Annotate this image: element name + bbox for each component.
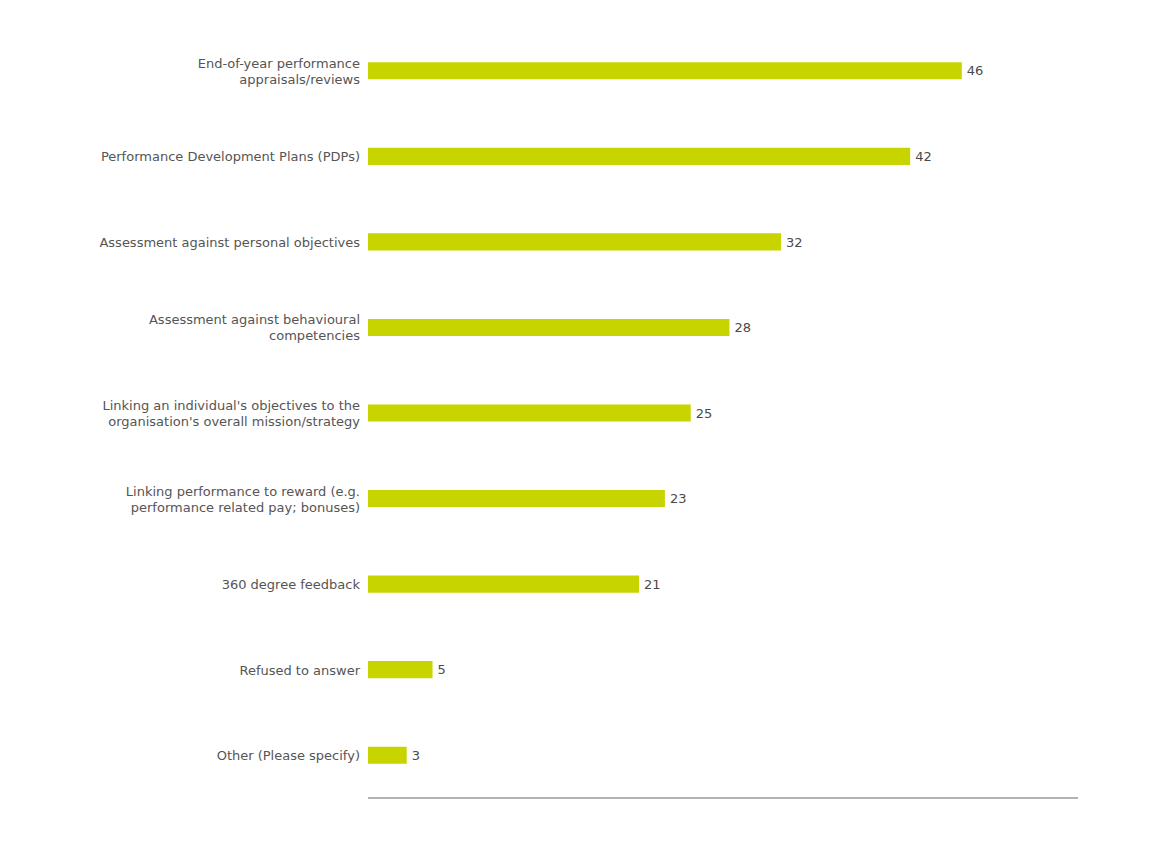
svg-text:42: 42 [915, 149, 932, 164]
svg-text:Assessment against behavioural: Assessment against behaviouralcompetenci… [149, 312, 360, 343]
svg-text:5: 5 [438, 662, 446, 677]
svg-text:3: 3 [412, 748, 420, 763]
svg-text:Linking an individual's object: Linking an individual's objectives to th… [102, 398, 360, 429]
svg-text:Assessment against personal ob: Assessment against personal objectives [99, 234, 360, 249]
svg-text:360 degree feedback: 360 degree feedback [222, 577, 361, 592]
svg-text:25: 25 [696, 406, 713, 421]
svg-text:32: 32 [786, 235, 803, 250]
svg-text:End-of-year performanceapprais: End-of-year performanceappraisals/review… [198, 55, 361, 86]
svg-text:21: 21 [644, 577, 661, 592]
svg-text:28: 28 [734, 320, 751, 335]
svg-text:Refused to answer: Refused to answer [239, 662, 360, 677]
svg-text:Other (Please specify): Other (Please specify) [217, 748, 360, 763]
svg-text:Performance Development Plans: Performance Development Plans (PDPs) [101, 149, 360, 164]
svg-text:46: 46 [967, 63, 984, 78]
svg-text:Linking performance to reward: Linking performance to reward (e.g.perfo… [126, 483, 360, 514]
svg-text:23: 23 [670, 491, 687, 506]
